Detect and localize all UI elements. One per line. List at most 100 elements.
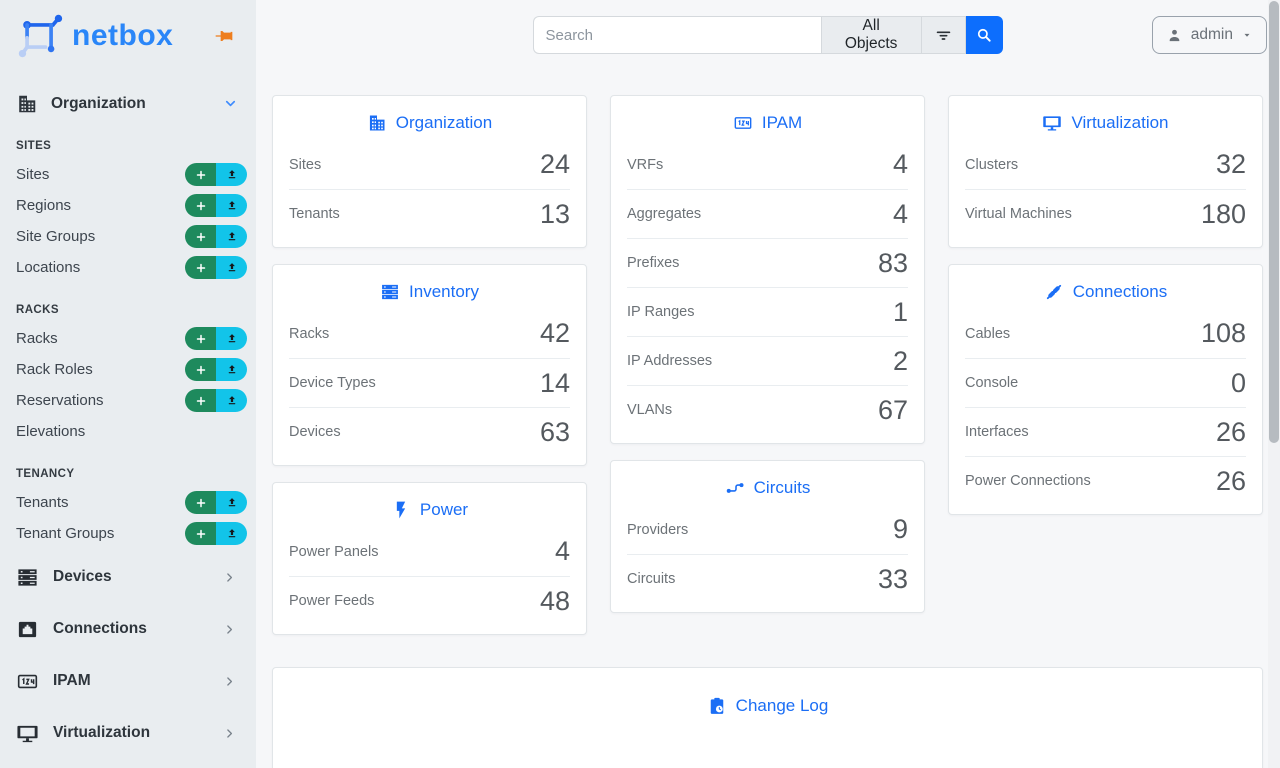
change-log-title-link[interactable]: Change Log — [273, 668, 1262, 723]
pushpin-icon[interactable] — [214, 26, 234, 46]
stat-row-power-connections: Power Connections 26 — [965, 456, 1246, 505]
search-scope-dropdown[interactable]: All Objects — [820, 16, 921, 54]
sidebar-item-organization[interactable]: Organization — [0, 88, 256, 119]
plus-icon — [195, 528, 207, 540]
add-rack-roles-button[interactable] — [185, 358, 216, 381]
stat-value[interactable]: 83 — [877, 247, 908, 278]
stat-label[interactable]: Power Panels — [289, 543, 379, 560]
search-button[interactable] — [966, 16, 1003, 54]
stat-value[interactable]: 4 — [554, 536, 570, 566]
add-regions-button[interactable] — [185, 194, 216, 217]
stat-value[interactable]: 14 — [539, 367, 570, 398]
dashboard-grid: Organization Sites 24 Tenants 13 Invento… — [272, 95, 1263, 635]
stat-label[interactable]: Power Feeds — [289, 593, 375, 609]
import-rack-roles-button[interactable] — [216, 358, 247, 381]
stat-value[interactable]: 48 — [539, 585, 570, 616]
page-scrollbar-track[interactable] — [1268, 0, 1280, 768]
sidebar-item-racks[interactable]: Racks — [0, 323, 256, 354]
stat-label[interactable]: Device Types — [289, 375, 376, 391]
card-title-link[interactable]: Inventory — [273, 265, 586, 309]
add-tenant-groups-button[interactable] — [185, 522, 216, 545]
stat-value[interactable]: 4 — [892, 149, 908, 179]
stat-label[interactable]: Tenants — [289, 206, 340, 222]
add-site-groups-button[interactable] — [185, 225, 216, 248]
import-sites-button[interactable] — [216, 163, 247, 186]
stat-value[interactable]: 180 — [1200, 198, 1246, 229]
stat-label[interactable]: Racks — [289, 325, 330, 342]
stat-label[interactable]: Power Connections — [965, 473, 1091, 489]
add-sites-button[interactable] — [185, 163, 216, 186]
card-title-link[interactable]: Power — [273, 483, 586, 527]
import-site-groups-button[interactable] — [216, 225, 247, 248]
stat-value[interactable]: 63 — [539, 416, 570, 447]
stat-label[interactable]: Cables — [965, 325, 1011, 342]
sidebar-item-tenant-groups[interactable]: Tenant Groups — [0, 518, 256, 549]
stat-value[interactable]: 26 — [1215, 465, 1246, 496]
card-title-link[interactable]: Virtualization — [949, 96, 1262, 140]
sidebar-menu-connections[interactable]: Connections — [0, 603, 256, 655]
stat-value[interactable]: 32 — [1215, 149, 1246, 179]
sidebar-item-site-groups[interactable]: Site Groups — [0, 221, 256, 252]
stat-label[interactable]: IP Ranges — [627, 304, 695, 320]
stat-label[interactable]: Virtual Machines — [965, 206, 1072, 222]
stat-row-circuits: Circuits 33 — [627, 554, 908, 603]
stat-label[interactable]: Circuits — [627, 571, 676, 587]
sidebar-item-regions[interactable]: Regions — [0, 190, 256, 221]
stat-value[interactable]: 13 — [539, 198, 570, 229]
import-tenant-groups-button[interactable] — [216, 522, 247, 545]
sidebar-item-rack-roles[interactable]: Rack Roles — [0, 354, 256, 385]
sidebar-menu-devices[interactable]: Devices — [0, 551, 256, 603]
page-scrollbar-thumb[interactable] — [1269, 1, 1279, 443]
stat-label[interactable]: Devices — [289, 424, 341, 440]
stat-value[interactable]: 108 — [1200, 318, 1246, 348]
stat-label[interactable]: Sites — [289, 156, 322, 173]
stat-label[interactable]: Prefixes — [627, 255, 680, 271]
import-locations-button[interactable] — [216, 256, 247, 279]
sidebar-menu-ipam[interactable]: IPAM — [0, 655, 256, 707]
import-tenants-button[interactable] — [216, 491, 247, 514]
stat-value[interactable]: 4 — [892, 198, 908, 229]
sidebar-item-locations[interactable]: Locations — [0, 252, 256, 283]
sidebar-item-sites[interactable]: Sites — [0, 159, 256, 190]
stat-row-power-panels: Power Panels 4 — [289, 527, 570, 576]
stat-label[interactable]: VRFs — [627, 156, 664, 173]
ethernet-icon — [16, 618, 39, 641]
search-input[interactable] — [532, 16, 821, 54]
filter-button[interactable] — [920, 16, 967, 54]
stat-value[interactable]: 24 — [539, 149, 570, 179]
stat-label[interactable]: Aggregates — [627, 206, 702, 222]
sidebar-menu-label: Devices — [53, 568, 112, 585]
stat-label[interactable]: Interfaces — [965, 424, 1029, 440]
add-racks-button[interactable] — [185, 327, 216, 350]
sidebar-item-reservations[interactable]: Reservations — [0, 385, 256, 416]
stat-value[interactable]: 2 — [892, 345, 908, 376]
add-tenants-button[interactable] — [185, 491, 216, 514]
stat-value[interactable]: 26 — [1215, 416, 1246, 447]
stat-value[interactable]: 9 — [892, 514, 908, 544]
add-reservations-button[interactable] — [185, 389, 216, 412]
user-menu-button[interactable]: admin — [1151, 16, 1267, 54]
sidebar-menu-virtualization[interactable]: Virtualization — [0, 707, 256, 759]
stat-value[interactable]: 1 — [892, 296, 908, 327]
netbox-logo[interactable]: netbox — [14, 12, 173, 60]
import-racks-button[interactable] — [216, 327, 247, 350]
stat-value[interactable]: 42 — [539, 318, 570, 348]
card-title-link[interactable]: Connections — [949, 265, 1262, 309]
stat-label[interactable]: VLANs — [627, 402, 673, 418]
stat-value[interactable]: 0 — [1230, 367, 1246, 398]
stat-label[interactable]: Console — [965, 375, 1019, 391]
stat-label[interactable]: IP Addresses — [627, 353, 713, 369]
card-title-link[interactable]: Circuits — [611, 461, 924, 505]
import-reservations-button[interactable] — [216, 389, 247, 412]
add-locations-button[interactable] — [185, 256, 216, 279]
stat-label[interactable]: Clusters — [965, 156, 1019, 173]
stat-value[interactable]: 33 — [877, 563, 908, 594]
stat-value[interactable]: 67 — [877, 394, 908, 425]
import-regions-button[interactable] — [216, 194, 247, 217]
sidebar-item-tenants[interactable]: Tenants — [0, 487, 256, 518]
card-title-link[interactable]: IPAM — [611, 96, 924, 140]
sidebar-item-elevations[interactable]: Elevations — [0, 416, 256, 447]
card-title-link[interactable]: Organization — [273, 96, 586, 140]
stat-row-ip-ranges: IP Ranges 1 — [627, 287, 908, 336]
stat-label[interactable]: Providers — [627, 521, 689, 538]
